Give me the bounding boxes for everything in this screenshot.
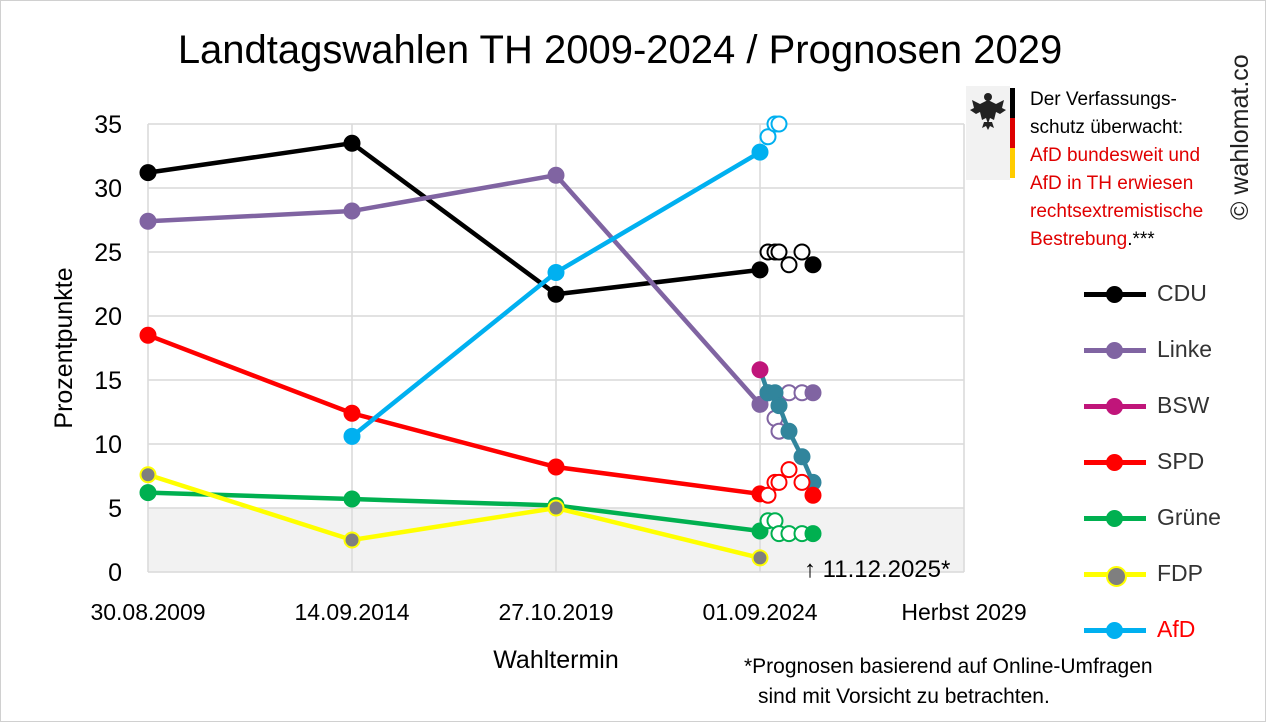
legend-label: Grüne [1157, 504, 1221, 530]
forecast-point-cdu [804, 256, 822, 274]
y-tick-label: 0 [108, 559, 122, 587]
forecast-footnote: *Prognosen basierend auf Online-Umfragen… [744, 652, 1153, 712]
forecast-point-afd [759, 128, 777, 146]
x-tick-label: 30.08.2009 [90, 599, 205, 625]
legend-label: SPD [1157, 448, 1205, 474]
y-tick-label: 25 [94, 239, 122, 267]
y-tick-label: 5 [108, 495, 122, 523]
legend-item-grüne: Grüne [1084, 502, 1264, 558]
data-point-linke [547, 166, 565, 184]
x-tick-label: 01.09.2024 [702, 599, 817, 625]
forecast-point-spd [804, 486, 822, 504]
data-point-cdu [751, 261, 769, 279]
legend-item-afd: AfD [1084, 614, 1264, 670]
notice-line-6: Bestrebung [1030, 229, 1128, 250]
series-line-spd [147, 333, 761, 497]
series-line-grüne [147, 490, 761, 534]
legend-item-linke: Linke [1084, 334, 1264, 390]
notice-line-1: Der Verfassungs- [1030, 89, 1177, 110]
legend-label: Linke [1157, 336, 1212, 362]
legend-marker [1106, 510, 1123, 527]
x-tick-label: 27.10.2019 [498, 599, 613, 625]
forecast-point-bsw [793, 448, 811, 466]
data-point-afd [343, 427, 361, 445]
data-point-afd [547, 263, 565, 281]
forecast-point-cdu [770, 243, 788, 261]
data-point-afd [751, 143, 769, 161]
data-point-grüne [139, 484, 157, 502]
y-tick-label: 35 [94, 111, 122, 139]
data-point-spd [139, 326, 157, 344]
forecast-point-spd [770, 473, 788, 491]
legend-marker [1106, 286, 1123, 303]
x-tick-label: 14.09.2014 [294, 599, 409, 625]
data-point-cdu [547, 285, 565, 303]
survey-date-note: ↑ 11.12.2025* [804, 556, 951, 583]
data-point-fdp [139, 466, 157, 484]
forecast-point-bsw [770, 397, 788, 415]
data-point-cdu [343, 134, 361, 152]
data-point-spd [343, 404, 361, 422]
footnote-line-2: sind mit Vorsicht zu betrachten. [758, 685, 1050, 708]
legend-item-cdu: CDU [1084, 278, 1264, 334]
notice-line-3: AfD bundesweit und [1030, 145, 1201, 166]
federal-eagle-icon [966, 86, 1010, 180]
forecast-point-grüne [804, 525, 822, 543]
data-point-fdp [343, 531, 361, 549]
forecast-point-spd [759, 486, 777, 504]
data-point-fdp [751, 549, 769, 567]
legend-label: AfD [1157, 616, 1196, 642]
forecast-point-linke [804, 384, 822, 402]
legend-label: FDP [1157, 560, 1203, 586]
notice-line-4: AfD in TH erwiesen [1030, 173, 1194, 194]
forecast-point-spd [780, 461, 798, 479]
x-axis-label: Wahltermin [493, 646, 619, 674]
forecast-point-cdu [780, 256, 798, 274]
forecast-point-bsw [780, 422, 798, 440]
legend-marker [1106, 454, 1123, 471]
series-line-fdp [147, 472, 761, 561]
notice-line-2: schutz überwacht: [1030, 117, 1184, 138]
y-tick-label: 20 [94, 303, 122, 331]
data-point-fdp [547, 499, 565, 517]
chart-legend: CDU Linke BSW SPD Grüne FDP AfD [1084, 278, 1264, 670]
forecast-point-cdu [793, 243, 811, 261]
data-point-cdu [139, 164, 157, 182]
y-tick-label: 15 [94, 367, 122, 395]
legend-marker [1106, 398, 1123, 415]
legend-label: CDU [1157, 280, 1207, 306]
series-line-cdu [147, 140, 761, 297]
legend-label: BSW [1157, 392, 1210, 418]
notice-line-6-suffix: .*** [1127, 229, 1155, 250]
verfassungsschutz-notice: Der Verfassungs- schutz überwacht: AfD b… [966, 86, 1262, 250]
data-point-grüne [343, 490, 361, 508]
legend-marker [1106, 342, 1123, 359]
legend-marker [1106, 566, 1127, 587]
footnote-line-1: *Prognosen basierend auf Online-Umfragen [744, 655, 1153, 678]
german-flag-stripe [1010, 88, 1015, 178]
y-tick-label: 30 [94, 175, 122, 203]
chart-title: Landtagswahlen TH 2009-2024 / Prognosen … [177, 28, 1063, 72]
data-point-bsw [751, 361, 769, 379]
series-line-linke [147, 172, 762, 406]
data-point-linke [751, 395, 769, 413]
notice-line-5: rechtsextremistische [1030, 201, 1204, 222]
data-point-spd [547, 458, 565, 476]
y-axis-label: Prozentpunkte [50, 267, 78, 428]
legend-item-spd: SPD [1084, 446, 1264, 502]
legend-item-fdp: FDP [1084, 558, 1264, 614]
y-tick-label: 10 [94, 431, 122, 459]
forecast-point-spd [793, 473, 811, 491]
forecast-point-afd [770, 115, 788, 133]
data-point-linke [139, 212, 157, 230]
x-tick-label: Herbst 2029 [901, 599, 1026, 625]
legend-item-bsw: BSW [1084, 390, 1264, 446]
legend-marker [1106, 622, 1123, 639]
data-point-linke [343, 202, 361, 220]
